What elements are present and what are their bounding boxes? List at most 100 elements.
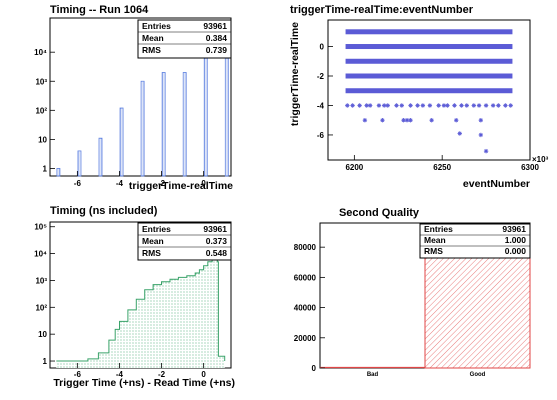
p1-mean-label: Mean [142,33,164,43]
p3-ytick-label-1: 10 [38,330,47,339]
p1-bar-4 [140,80,145,177]
panel-timing-run: Timing -- Run 1064 -6 -4 -2 0 11010²10³10⁴ … [34,4,233,192]
p2-point-b-4 [408,118,413,123]
p1-frame [49,17,232,177]
p2-point-c-0 [457,131,462,136]
p2-title: triggerTime-realTime:eventNumber [290,4,474,16]
p2-frame [327,19,531,161]
p4-rms-value: 0.000 [505,246,527,256]
p2-ytick-label-0: 0 [320,43,325,52]
p2-point-a-5 [376,103,382,108]
p4-ytick-label-0: 0 [312,364,317,373]
p2-point-a-8 [394,103,399,108]
p4-category-label-0: Bad [367,372,379,378]
p3-title: Timing (ns included) [50,205,158,217]
p2-point-b-0 [362,118,368,123]
p1-ytick-label-1: 10 [38,135,47,144]
p1-bar-6 [182,72,187,177]
p4-entries-label: Entries [424,224,453,234]
p2-point-a-0 [345,103,350,108]
p1-rms-value: 0.739 [206,45,228,55]
p2-point-a-20 [471,103,476,108]
p2-point-a-21 [476,103,482,108]
p3-xlabel: Trigger Time (+ns) - Read Time (+ns) [53,377,235,389]
p2-point-a-14 [436,103,441,108]
p2-point-a-2 [357,103,362,108]
p4-mean-value: 1.000 [505,235,527,245]
p2-point-a-10 [408,103,413,108]
p1-xtick-label-1: -4 [116,179,124,188]
p2-point-b-1 [380,118,385,123]
p1-xlabel: triggerTime-realTime [129,180,233,192]
panel-scatter: triggerTime-realTime:eventNumber 6200 625… [289,4,549,190]
p3-ytick-label-3: 10³ [35,276,47,285]
p2-xlabel: eventNumber [463,178,530,190]
p2-band-4 [345,88,513,94]
p2-point-c-2 [483,148,489,154]
p2-point-a-16 [445,103,450,108]
p2-point-a-11 [415,103,420,108]
p4-entries-value: 93961 [502,224,526,234]
p3-rms-label: RMS [142,248,161,258]
p2-point-a-13 [427,103,433,108]
p1-xtick-label-0: -6 [74,179,82,188]
p3-xtick-label-1: -4 [116,370,124,379]
p1-bar-2 [98,137,103,177]
p3-xtick-label-0: -6 [74,370,82,379]
p2-point-a-12 [420,103,426,108]
p1-bar-1 [77,150,82,177]
p4-ytick-label-3: 60000 [294,273,317,282]
p3-ytick-label-4: 10⁴ [34,250,47,259]
p1-ytick-label-4: 10⁴ [34,48,47,57]
p2-point-a-23 [490,103,496,108]
p2-point-b-6 [454,118,459,123]
p2-point-a-18 [459,103,464,108]
p2-xtick-label-2: 6300 [521,163,539,172]
p4-category-label-1: Good [470,372,486,378]
p2-band-3 [345,73,513,79]
p4-ytick-label-1: 20000 [294,334,317,343]
p1-statbox: Entries 93961 Mean 0.384 RMS 0.739 [137,19,232,59]
p3-mean-value: 0.373 [206,236,228,246]
p3-ytick-label-2: 10² [35,303,47,312]
p2-point-a-4 [367,103,373,108]
p1-entries-label: Entries [142,21,171,31]
p3-area-fill [56,251,225,368]
p4-ytick-label-4: 80000 [294,243,317,252]
p2-xtick-label-0: 6200 [345,163,363,172]
p2-ytick-label-1: -2 [317,72,325,81]
panel-timing-ns: Timing (ns included) -6 -4 -2 0 1 10 10² 10³ 10… [34,205,235,389]
p1-bar-0 [56,168,61,177]
p2-point-b-7 [478,118,484,123]
p2-point-a-19 [464,103,469,108]
p2-ylabel: triggerTime-realTime [289,22,301,126]
p3-xtick-label-2: -2 [158,370,166,379]
p2-point-a-24 [496,103,501,108]
p4-ytick-label-2: 40000 [294,304,317,313]
p2-point-a-1 [350,103,355,108]
p2-point-c-1 [478,132,484,138]
p4-rms-label: RMS [424,246,443,256]
p2-point-a-9 [399,103,404,108]
p2-point-a-7 [385,103,390,108]
p1-xtick-label-2: -2 [158,179,166,188]
p1-title: Timing -- Run 1064 [50,4,149,16]
p4-statbox: Entries 93961 Mean 1.000 RMS 0.000 [419,223,531,259]
p3-ytick-label-0: 1 [43,357,48,366]
p1-entries-value: 93961 [203,21,227,31]
p1-bar-5 [161,72,166,177]
p2-ytick-label-3: -6 [317,131,325,140]
p4-title: Second Quality [339,207,420,219]
p2-xtick-label-1: 6250 [433,163,451,172]
p1-ytick-label-3: 10³ [35,77,47,86]
p2-point-b-5 [429,118,434,123]
p4-mean-label: Mean [424,235,446,245]
p3-entries-value: 93961 [203,224,227,234]
p3-mean-label: Mean [142,236,164,246]
p2-point-a-22 [483,103,489,108]
p2-point-a-26 [508,103,513,108]
p3-ytick-label-5: 10⁵ [34,223,47,232]
p3-entries-label: Entries [142,224,171,234]
